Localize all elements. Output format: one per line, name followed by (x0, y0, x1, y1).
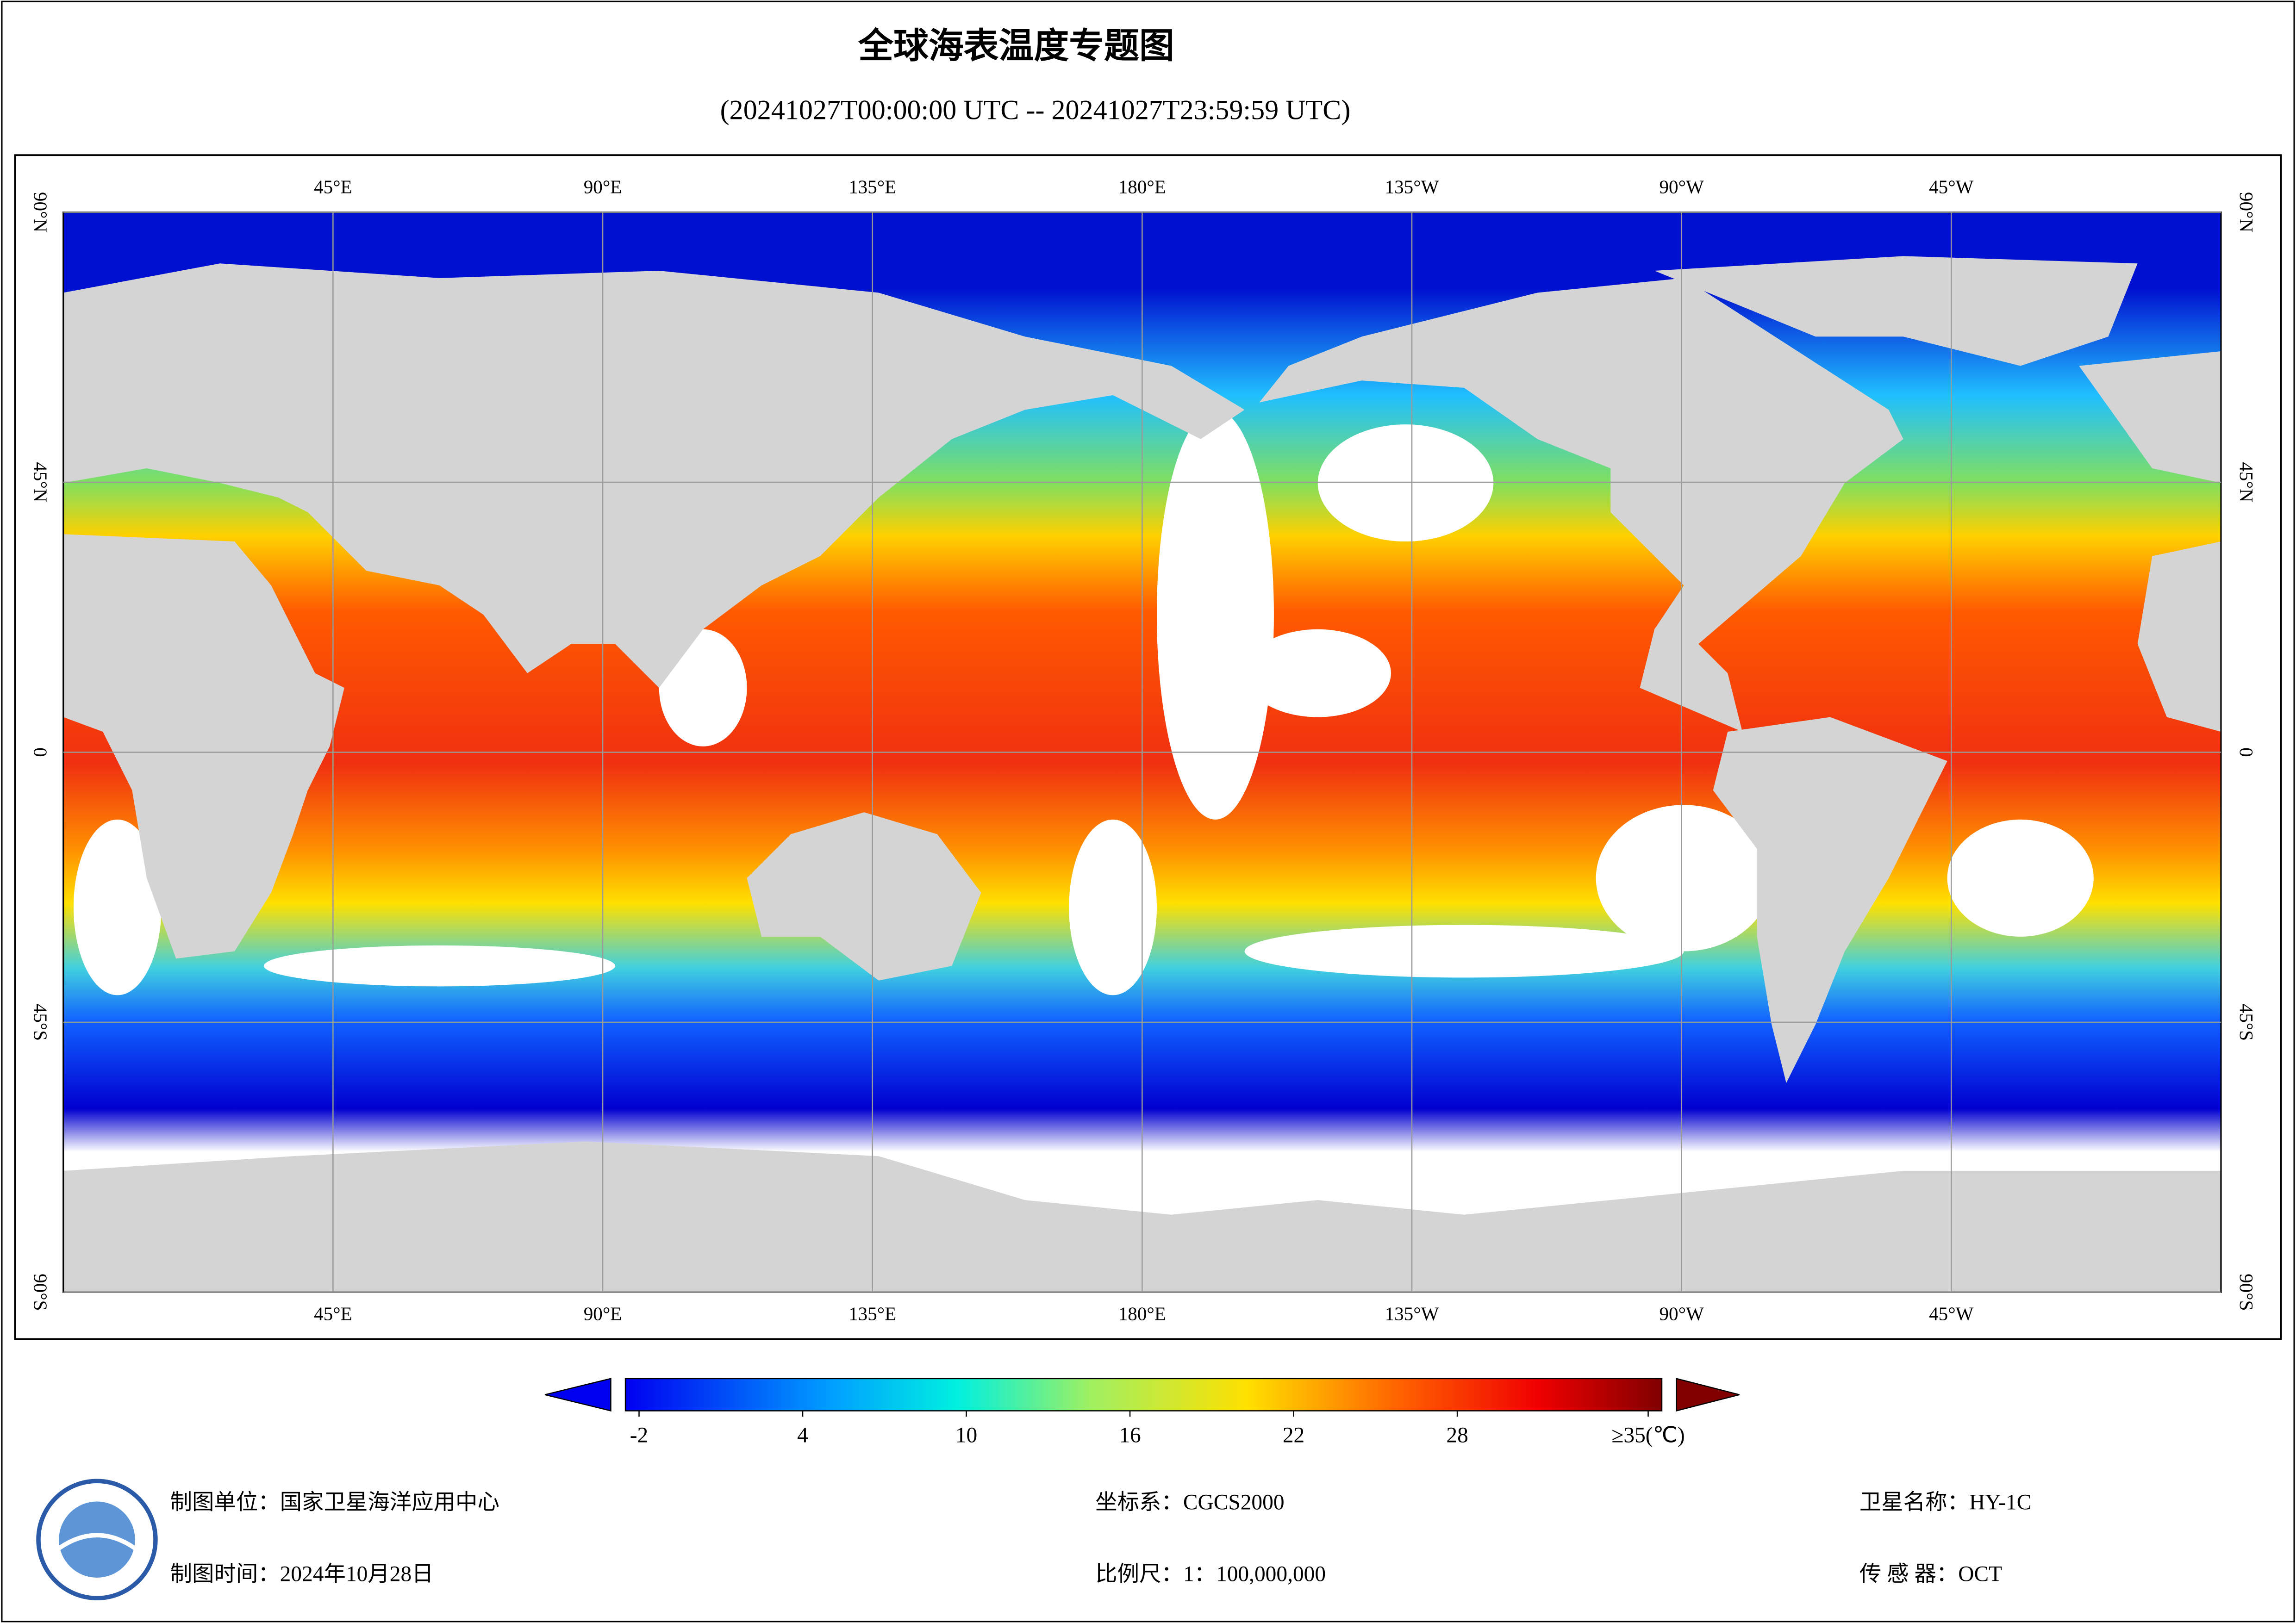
x-tick-label-bottom: 90°E (584, 1303, 622, 1324)
x-tick-label-bottom: 45°E (314, 1303, 352, 1324)
x-tick-label-bottom: 180°E (1118, 1303, 1166, 1324)
y-tick-label-left: 90°N (30, 192, 51, 232)
colorbar-tick-label: ≥35(℃) (1611, 1423, 1685, 1447)
footer-date: 制图时间：2024年10月28日 (170, 1562, 434, 1586)
x-tick-label-bottom: 90°W (1659, 1303, 1704, 1324)
x-tick-label-top: 45°W (1929, 176, 1974, 197)
colorbar-tick-label: 22 (1283, 1423, 1304, 1447)
colorbar-tick-label: 4 (797, 1423, 808, 1447)
colorbar-under (544, 1378, 611, 1412)
colorbar-body (624, 1378, 1663, 1412)
map-frame (14, 154, 2282, 1340)
x-tick-label-bottom: 135°W (1385, 1303, 1439, 1324)
subtitle: (20241027T00:00:00 UTC -- 20241027T23:59… (720, 94, 1351, 125)
x-tick-label-top: 90°E (584, 176, 622, 197)
x-tick-label-top: 90°W (1659, 176, 1704, 197)
y-tick-label-left: 90°S (30, 1274, 51, 1311)
footer-scale: 比例尺：1：100,000,000 (1095, 1562, 1326, 1586)
y-tick-label-right: 0 (2236, 747, 2257, 757)
y-tick-label-right: 90°N (2236, 192, 2257, 232)
colorbar-tick-label: -2 (630, 1423, 649, 1447)
x-tick-label-top: 180°E (1118, 176, 1166, 197)
land (63, 256, 2221, 1293)
colorbar-tick-label: 16 (1119, 1423, 1141, 1447)
title: 全球海表温度专题图 (858, 27, 1174, 66)
colorbar (544, 1378, 1740, 1412)
colorbar-tick-label: 10 (955, 1423, 977, 1447)
footer-crs: 坐标系：CGCS2000 (1095, 1491, 1284, 1515)
colorbar-over (1676, 1378, 1740, 1412)
y-tick-label-right: 45°S (2236, 1004, 2257, 1041)
y-tick-label-right: 90°S (2236, 1274, 2257, 1311)
colorbar-tick-label: 28 (1446, 1423, 1468, 1447)
y-tick-label-right: 45°N (2236, 462, 2257, 502)
y-tick-label-left: 0 (30, 747, 51, 757)
logo (36, 1479, 158, 1600)
footer-satellite: 卫星名称：HY-1C (1859, 1491, 2031, 1515)
footer-unit: 制图单位：国家卫星海洋应用中心 (170, 1491, 499, 1515)
x-tick-label-top: 135°E (849, 176, 896, 197)
x-tick-label-bottom: 135°E (849, 1303, 896, 1324)
y-tick-label-left: 45°N (30, 462, 51, 502)
x-tick-label-top: 135°W (1385, 176, 1439, 197)
x-tick-label-top: 45°E (314, 176, 352, 197)
x-tick-label-bottom: 45°W (1929, 1303, 1974, 1324)
cloud-gaps (73, 410, 2094, 995)
y-tick-label-left: 45°S (30, 1004, 51, 1041)
footer-sensor: 传 感 器：OCT (1859, 1562, 2002, 1586)
